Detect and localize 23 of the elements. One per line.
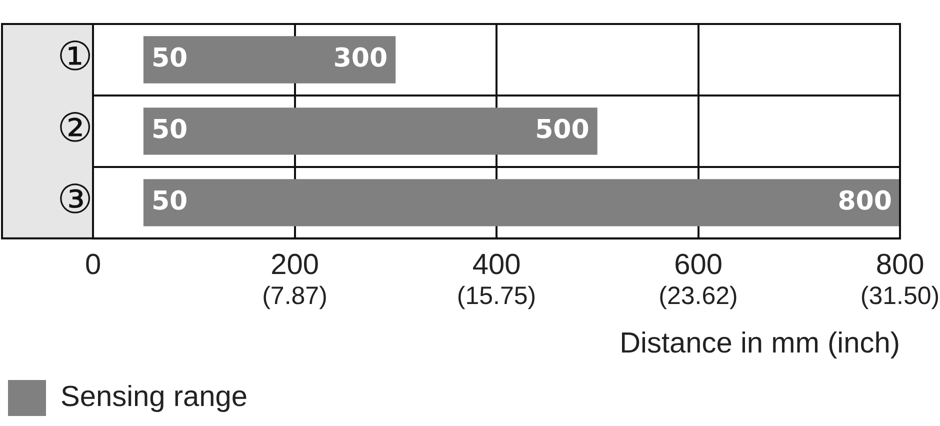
text: (23.62) — [658, 282, 738, 310]
annotation: 50 — [151, 186, 188, 216]
bar — [143, 36, 396, 84]
y-tick-label: ② — [57, 106, 93, 152]
annotation: 300 — [333, 43, 388, 74]
x-axis-title: Distance in mm (inch) — [620, 328, 900, 360]
x-tick-label: 200 — [270, 248, 319, 281]
x-tick-label: 400 — [472, 248, 521, 281]
bar — [143, 179, 900, 226]
annotation: 50 — [151, 43, 188, 74]
y-tick-label: ① — [57, 34, 93, 80]
y-tick-label: ③ — [57, 177, 93, 224]
x-tick-label: 600 — [674, 248, 722, 281]
x-tick-label: 0 — [84, 248, 102, 281]
x-tick-label: 800 — [876, 248, 924, 281]
text: (31.50) — [860, 282, 940, 310]
annotation: 50 — [151, 114, 188, 145]
legend-label: Sensing range — [60, 381, 248, 413]
text: (7.87) — [262, 282, 328, 310]
annotation: 800 — [838, 186, 892, 216]
bar — [143, 108, 598, 155]
annotation: 500 — [535, 114, 590, 145]
text: (15.75) — [456, 282, 536, 310]
